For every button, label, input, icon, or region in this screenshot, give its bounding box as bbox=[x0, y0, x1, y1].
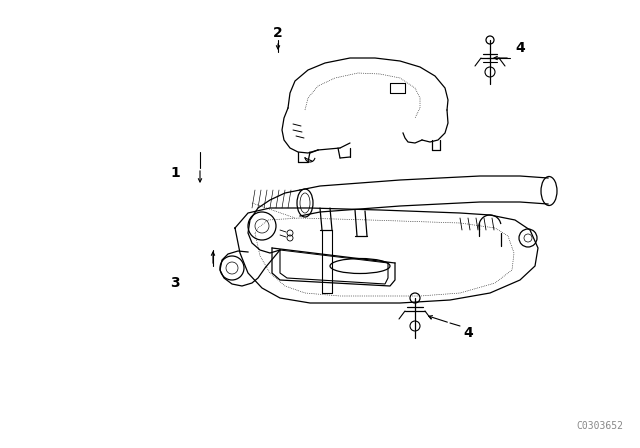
Text: 3: 3 bbox=[170, 276, 180, 290]
Text: 1: 1 bbox=[170, 166, 180, 180]
Text: 4: 4 bbox=[463, 326, 473, 340]
Text: C0303652: C0303652 bbox=[577, 421, 623, 431]
Text: 4: 4 bbox=[515, 41, 525, 55]
Text: 2: 2 bbox=[273, 26, 283, 40]
